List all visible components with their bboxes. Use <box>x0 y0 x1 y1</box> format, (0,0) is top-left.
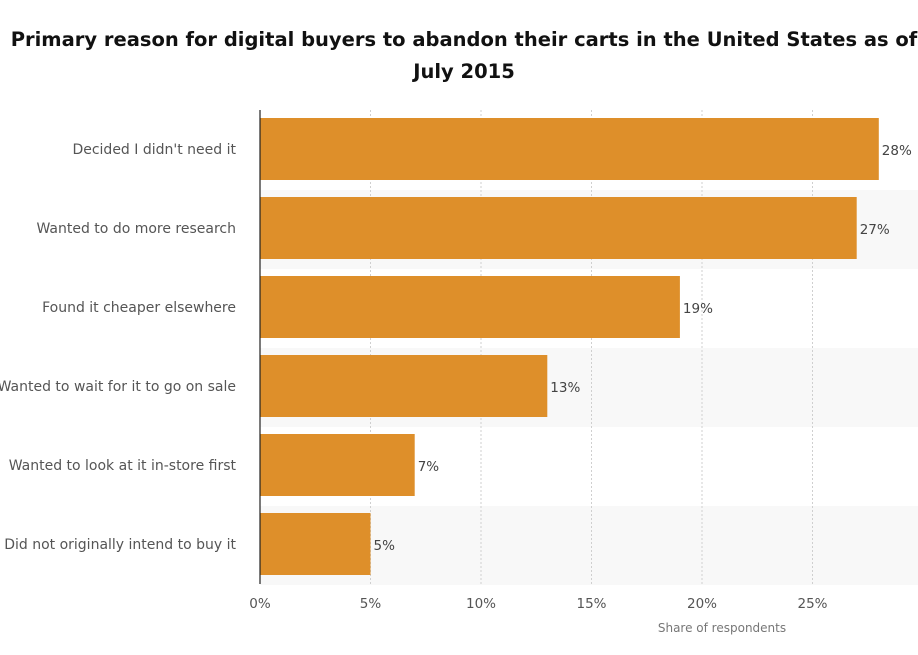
bar <box>260 276 680 338</box>
bar <box>260 118 879 180</box>
category-label: Decided I didn't need it <box>72 142 236 158</box>
value-label: 13% <box>550 380 580 396</box>
category-label: Wanted to look at it in-store first <box>9 458 237 474</box>
bar <box>260 197 857 259</box>
bar <box>260 355 548 417</box>
x-tick-label: 5% <box>360 596 382 612</box>
x-axis-title: Share of respondents <box>658 621 786 635</box>
x-tick-label: 10% <box>466 596 496 612</box>
value-label: 7% <box>418 459 440 475</box>
value-label: 28% <box>882 143 912 159</box>
category-label: Wanted to do more research <box>36 221 236 237</box>
category-label: Wanted to wait for it to go on sale <box>0 379 236 395</box>
x-tick-label: 20% <box>687 596 717 612</box>
category-label: Found it cheaper elsewhere <box>42 300 236 316</box>
bar <box>260 434 415 496</box>
value-label: 5% <box>374 538 396 554</box>
chart-title: Primary reason for digital buyers to aba… <box>10 28 918 83</box>
x-tick-label: 25% <box>797 596 827 612</box>
x-tick-label: 0% <box>249 596 271 612</box>
value-label: 19% <box>683 301 713 317</box>
value-label: 27% <box>860 222 890 238</box>
category-label: Did not originally intend to buy it <box>4 537 236 553</box>
bar <box>260 513 371 575</box>
x-tick-label: 15% <box>576 596 606 612</box>
